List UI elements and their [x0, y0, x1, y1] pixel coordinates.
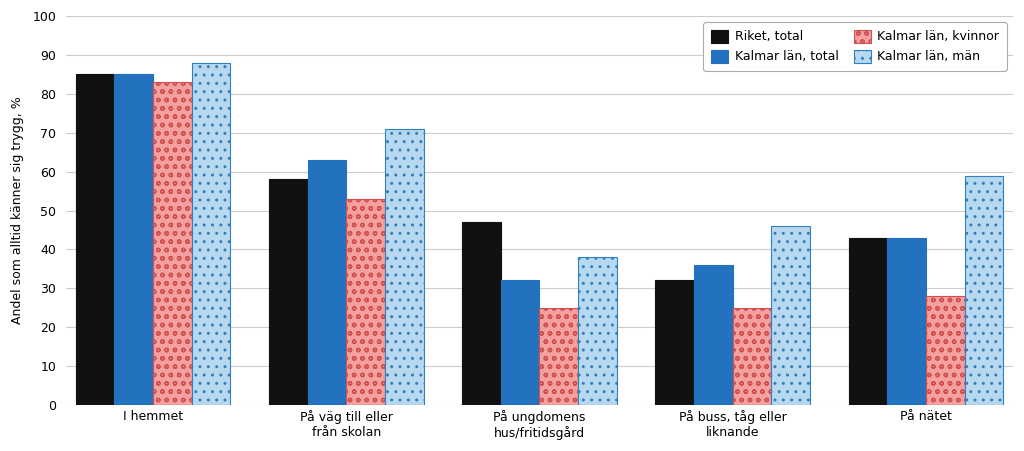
Bar [540, 308, 579, 405]
Bar [694, 265, 733, 405]
Bar [887, 238, 926, 405]
Bar [771, 226, 810, 405]
Bar [191, 63, 230, 405]
Bar [733, 308, 771, 405]
Y-axis label: Andel som alltid känner sig trygg, %: Andel som alltid känner sig trygg, % [11, 97, 25, 324]
Bar [385, 129, 424, 405]
Bar [307, 160, 346, 405]
Legend: Riket, total, Kalmar län, total, Kalmar län, kvinnor, Kalmar län, män: Riket, total, Kalmar län, total, Kalmar … [703, 23, 1007, 71]
Bar [579, 257, 616, 405]
Bar [153, 82, 191, 405]
Bar [655, 281, 694, 405]
Bar [965, 175, 1004, 405]
Bar [926, 296, 965, 405]
Bar [849, 238, 887, 405]
Bar [115, 74, 153, 405]
Bar [269, 179, 307, 405]
Bar [76, 74, 115, 405]
Bar [501, 281, 540, 405]
Bar [462, 222, 501, 405]
Bar [346, 199, 385, 405]
